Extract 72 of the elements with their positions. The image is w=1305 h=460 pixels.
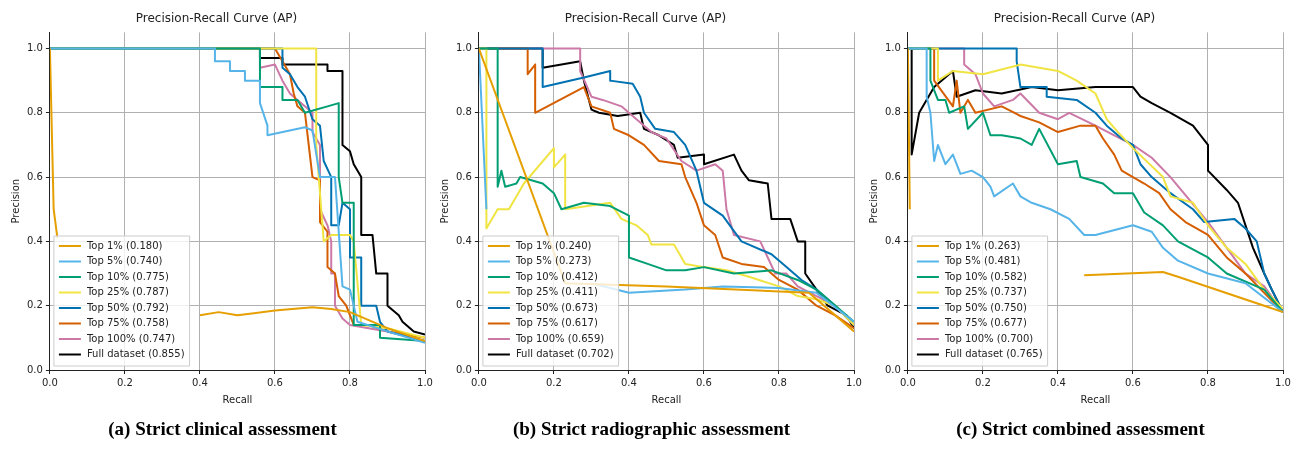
x-tick-label: 0.8: [342, 376, 358, 388]
legend-label: Top 100% (0.747): [85, 332, 176, 344]
x-tick-label: 0.6: [267, 376, 283, 388]
y-tick-label: 0.4: [456, 234, 472, 246]
x-tick-label: 0.6: [696, 376, 712, 388]
legend-label: Full dataset (0.702): [515, 348, 614, 360]
y-tick-label: 1.0: [456, 42, 472, 54]
x-axis-title: Recall: [222, 393, 253, 405]
x-tick-label: 0.4: [191, 376, 208, 388]
legend-label: Top 100% (0.659): [514, 332, 605, 344]
legend-label: Top 1% (0.180): [85, 239, 163, 251]
legend-label: Top 10% (0.412): [514, 270, 598, 282]
legend-label: Top 10% (0.582): [943, 270, 1027, 282]
x-tick-label: 0.2: [974, 376, 991, 388]
chart-title: Precision-Recall Curve (AP): [993, 11, 1156, 26]
legend-label: Top 1% (0.240): [514, 239, 592, 251]
x-tick-label: 0.0: [470, 376, 487, 388]
x-tick-label: 0.8: [1200, 376, 1216, 388]
x-tick-label: 0.0: [41, 376, 58, 388]
legend-label: Top 5% (0.740): [85, 255, 163, 267]
x-tick-label: 1.0: [846, 376, 862, 388]
x-tick-label: 0.4: [620, 376, 637, 388]
y-axis-title: Precision: [438, 178, 450, 224]
legend-label: Top 10% (0.775): [85, 270, 169, 282]
x-tick-label: 0.2: [545, 376, 562, 388]
legend-label: Top 50% (0.792): [85, 301, 169, 313]
x-tick-label: 1.0: [417, 376, 433, 388]
y-tick-label: 0.0: [456, 363, 472, 375]
x-tick-label: 0.2: [116, 376, 133, 388]
y-tick-label: 0.2: [27, 299, 43, 311]
x-tick-label: 0.8: [771, 376, 787, 388]
x-tick-label: 1.0: [1275, 376, 1291, 388]
legend-label: Top 75% (0.617): [514, 317, 598, 329]
legend-label: Top 100% (0.700): [943, 332, 1034, 344]
legend-label: Top 75% (0.677): [943, 317, 1027, 329]
legend-label: Full dataset (0.765): [944, 348, 1043, 360]
text: (a) Strict clinical assessment: [107, 418, 338, 440]
x-tick-label: 0.4: [1049, 376, 1066, 388]
y-tick-label: 0.2: [456, 299, 472, 311]
y-axis-title: Precision: [867, 178, 879, 224]
legend-label: Top 50% (0.750): [943, 301, 1027, 313]
y-tick-label: 0.4: [885, 234, 901, 246]
x-axis-title: Recall: [651, 393, 682, 405]
y-tick-label: 1.0: [27, 42, 43, 54]
x-tick-label: 0.6: [1125, 376, 1141, 388]
y-tick-label: 0.6: [27, 170, 43, 182]
chart-title: Precision-Recall Curve (AP): [564, 11, 727, 26]
chart-title: Precision-Recall Curve (AP): [135, 11, 298, 26]
y-tick-label: 1.0: [885, 42, 901, 54]
y-tick-label: 0.8: [456, 106, 472, 118]
legend-label: Top 75% (0.758): [85, 317, 169, 329]
legend-label: Top 5% (0.273): [514, 255, 592, 267]
y-tick-label: 0.0: [27, 363, 43, 375]
text: (b) Strict radiographic assessment: [511, 418, 792, 440]
y-tick-label: 0.4: [27, 234, 43, 246]
y-tick-label: 0.6: [885, 170, 901, 182]
legend-label: Top 1% (0.263): [943, 239, 1021, 251]
legend-label: Full dataset (0.855): [86, 348, 185, 360]
y-tick-label: 0.8: [27, 106, 43, 118]
x-tick-label: 0.0: [899, 376, 916, 388]
legend-label: Top 25% (0.737): [943, 286, 1027, 298]
x-axis-title: Recall: [1080, 393, 1111, 405]
legend-label: Top 25% (0.411): [514, 286, 598, 298]
y-axis-title: Precision: [9, 178, 21, 224]
legend-label: Top 5% (0.481): [943, 255, 1021, 267]
y-tick-label: 0.6: [456, 170, 472, 182]
y-tick-label: 0.0: [885, 363, 901, 375]
legend-label: Top 50% (0.673): [514, 301, 598, 313]
y-tick-label: 0.2: [885, 299, 901, 311]
text: (c) Strict combined assessment: [955, 418, 1206, 440]
y-tick-label: 0.8: [885, 106, 901, 118]
legend-label: Top 25% (0.787): [85, 286, 169, 298]
